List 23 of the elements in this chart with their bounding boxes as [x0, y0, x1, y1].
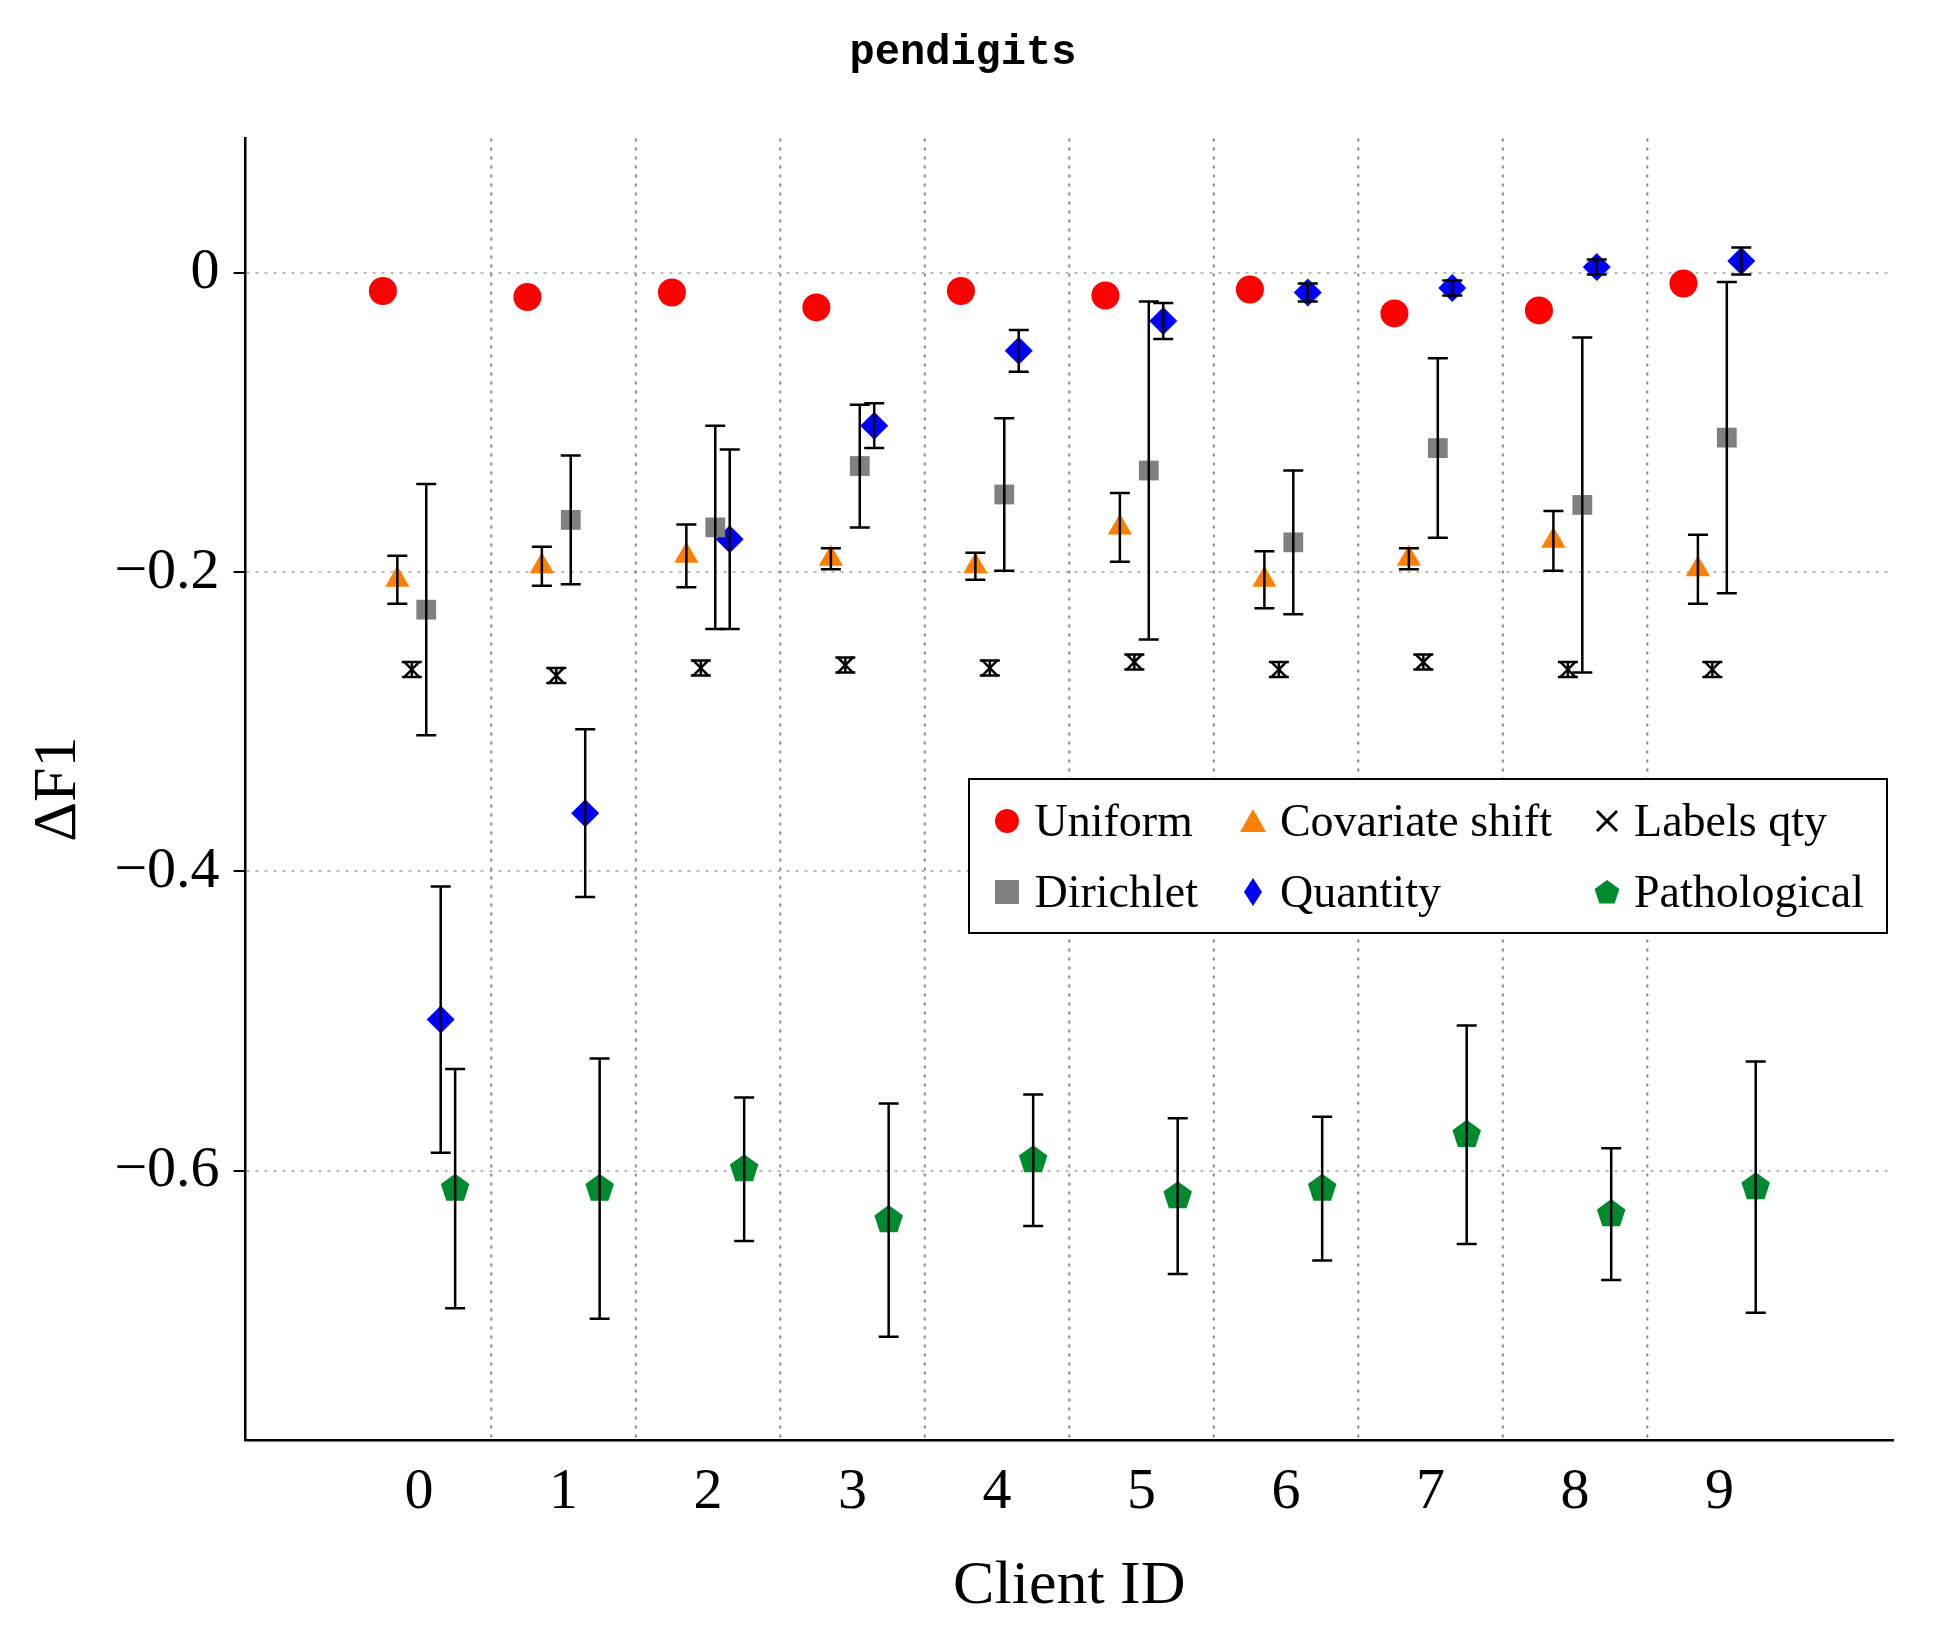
legend-label: Covariate shift [1279, 794, 1553, 847]
x-tick-label: 3 [838, 1456, 868, 1522]
chart-title: pendigits [849, 28, 1077, 77]
legend-label: Quantity [1279, 865, 1441, 918]
x-axis-title: Client ID [953, 1548, 1186, 1617]
x-tick-label: 7 [1416, 1456, 1446, 1522]
legend-label: Dirichlet [1034, 865, 1198, 918]
y-tick-label: −0.2 [114, 535, 220, 601]
legend-label: Labels qty [1634, 794, 1827, 847]
legend-label: Pathological [1634, 865, 1864, 918]
x-tick-label: 0 [404, 1456, 434, 1522]
y-tick-label: 0 [190, 236, 220, 302]
x-tick-label: 1 [549, 1456, 579, 1522]
legend-label: Uniform [1034, 794, 1193, 847]
y-axis-title: ΔF1 [20, 736, 89, 842]
x-tick-label: 2 [693, 1456, 723, 1522]
x-tick-label: 6 [1271, 1456, 1301, 1522]
y-tick-label: −0.4 [114, 834, 220, 900]
y-tick-label: −0.6 [114, 1133, 220, 1199]
x-tick-label: 5 [1127, 1456, 1157, 1522]
x-tick-label: 4 [982, 1456, 1012, 1522]
x-tick-label: 8 [1560, 1456, 1590, 1522]
x-tick-label: 9 [1705, 1456, 1735, 1522]
